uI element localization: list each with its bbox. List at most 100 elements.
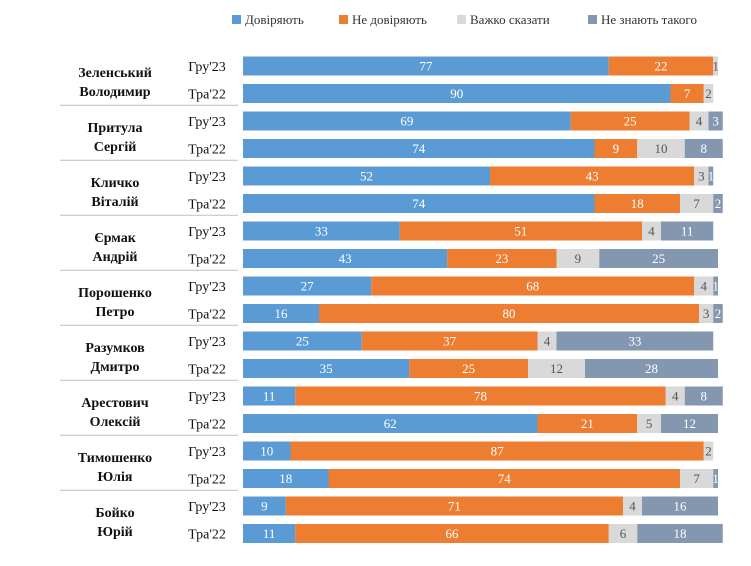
data-label-4-0-0: 27: [301, 279, 315, 294]
period-label-3-1: Тра'22: [188, 253, 226, 268]
data-labels: 77 22 190 7 269 25 4 374 9 10 852 43 3 174 18 7 233 51 4 11…: [260, 59, 721, 542]
bar-2-1-довіряють: [243, 194, 595, 213]
data-label-6-0-2: 4: [672, 389, 679, 404]
legend: Довіряють Не довіряють Важко сказати Не зна…: [232, 12, 697, 27]
bars: [243, 56, 723, 543]
bar-4-1-довіряють: [243, 304, 319, 323]
bar-3-0-довіряють: [243, 221, 400, 241]
bar-7-0-довіряють: [243, 441, 291, 461]
data-label-5-0-2: 4: [544, 334, 551, 349]
politician-name-0-0: Зеленський: [78, 66, 152, 81]
data-label-4-1-2: 3: [703, 306, 710, 321]
data-label-3-0-1: 51: [514, 224, 527, 239]
bar-8-0-не-довіряють: [285, 496, 623, 516]
period-label-5-1: Тра'22: [188, 363, 226, 378]
bar-6-0-важко-сказати: [665, 386, 685, 406]
data-label-3-1-0: 43: [339, 251, 352, 266]
bar-5-1-не-знають-такого: [585, 359, 718, 378]
bar-2-0-довіряють: [243, 166, 490, 186]
bar-1-0-важко-сказати: [689, 111, 709, 131]
data-label-6-1-3: 12: [683, 416, 696, 431]
bar-7-0-важко-сказати: [703, 441, 714, 461]
data-label-2-1-1: 18: [631, 196, 644, 211]
bar-7-1-не-довіряють: [328, 469, 680, 488]
bar-5-0-не-довіряють: [361, 331, 538, 351]
bar-1-0-довіряють: [243, 111, 571, 131]
bar-7-1-важко-сказати: [680, 469, 714, 488]
data-label-8-1-3: 18: [674, 526, 687, 541]
data-label-1-1-2: 10: [655, 141, 668, 156]
bar-8-1-довіряють: [243, 524, 296, 543]
data-label-4-0-2: 4: [701, 279, 708, 294]
data-label-7-0-1: 87: [491, 444, 505, 459]
bar-4-1-не-довіряють: [319, 304, 699, 323]
bar-0-1-не-довіряють: [670, 84, 704, 103]
data-label-2-1-2: 7: [693, 196, 700, 211]
data-label-1-0-1: 25: [624, 114, 637, 129]
politician-name-3-1: Андрій: [92, 250, 137, 265]
bar-4-1-не-знають-такого: [713, 304, 723, 323]
data-label-0-0-0: 77: [419, 59, 433, 74]
data-label-1-1-0: 74: [412, 141, 426, 156]
period-label-0-1: Тра'22: [188, 88, 226, 103]
politician-name-8-1: Юрій: [97, 525, 133, 540]
period-label-7-1: Тра'22: [188, 473, 226, 488]
bar-1-1-важко-сказати: [637, 139, 685, 158]
period-label-6-1: Тра'22: [188, 418, 226, 433]
bar-3-1-важко-сказати: [556, 249, 600, 268]
data-label-7-1-0: 18: [279, 471, 292, 486]
bar-3-1-довіряють: [243, 249, 448, 268]
data-label-7-1-2: 7: [693, 471, 700, 486]
data-label-5-1-1: 25: [462, 361, 475, 376]
bar-6-0-не-довіряють: [295, 386, 666, 406]
data-label-8-0-0: 9: [261, 499, 268, 514]
politician-name-7-1: Юлія: [98, 470, 133, 485]
bar-6-1-не-довіряють: [537, 414, 638, 433]
data-label-4-1-1: 80: [503, 306, 516, 321]
bar-6-0-довіряють: [243, 386, 296, 406]
bar-6-1-не-знають-такого: [661, 414, 718, 433]
period-label-7-0: Гру'23: [188, 445, 226, 460]
bar-5-0-важко-сказати: [537, 331, 557, 351]
data-label-6-0-1: 78: [474, 389, 487, 404]
bar-8-0-важко-сказати: [623, 496, 642, 516]
data-label-2-0-2: 3: [698, 169, 705, 184]
data-label-0-1-2: 2: [705, 86, 712, 101]
period-label-6-0: Гру'23: [188, 390, 226, 405]
bar-6-1-важко-сказати: [637, 414, 661, 433]
bar-8-1-важко-сказати: [608, 524, 638, 543]
data-label-3-0-0: 33: [315, 224, 328, 239]
data-label-1-1-1: 9: [613, 141, 620, 156]
period-label-4-1: Тра'22: [188, 308, 226, 323]
bar-6-0-не-знають-такого: [684, 386, 723, 406]
bar-2-1-не-довіряють: [594, 194, 680, 213]
bar-4-1-важко-сказати: [699, 304, 714, 323]
bar-0-0-довіряють: [243, 56, 609, 76]
data-label-8-1-0: 11: [263, 526, 276, 541]
bar-0-1-важко-сказати: [703, 84, 714, 103]
data-label-8-0-2: 4: [629, 499, 636, 514]
data-label-4-1-0: 16: [275, 306, 289, 321]
bar-2-1-важко-сказати: [680, 194, 714, 213]
period-label-2-1: Тра'22: [188, 198, 226, 213]
politician-name-1-0: Притула: [88, 121, 143, 136]
data-label-7-0-2: 2: [705, 444, 712, 459]
data-label-6-1-1: 21: [581, 416, 594, 431]
bar-1-0-не-знають-такого: [708, 111, 723, 131]
bar-7-1-не-знають-такого: [713, 469, 718, 488]
bar-3-0-не-знають-такого: [661, 221, 714, 241]
politician-name-3-0: Єрмак: [94, 231, 137, 246]
data-label-3-0-2: 4: [648, 224, 655, 239]
bar-3-1-не-знають-такого: [599, 249, 718, 268]
data-label-2-0-3: 1: [708, 169, 715, 184]
data-label-2-0-0: 52: [360, 169, 373, 184]
politician-name-4-0: Порошенко: [78, 286, 152, 301]
bar-2-0-не-знають-такого: [708, 166, 714, 186]
period-label-4-0: Гру'23: [188, 280, 226, 295]
data-label-7-1-1: 74: [498, 471, 512, 486]
bar-8-0-довіряють: [243, 496, 286, 516]
period-label-0-0: Гру'23: [188, 60, 226, 75]
data-label-6-1-2: 5: [646, 416, 653, 431]
group-separators: [60, 104, 238, 491]
